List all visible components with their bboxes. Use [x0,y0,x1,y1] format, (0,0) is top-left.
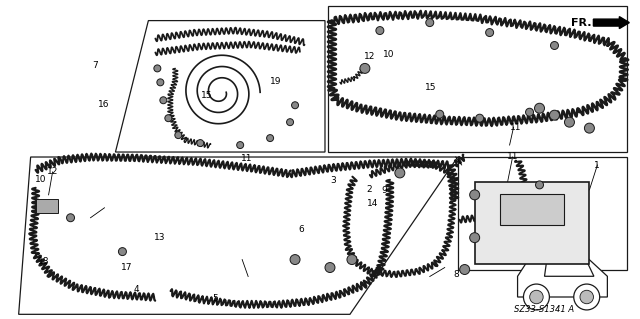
Text: 14: 14 [367,199,378,208]
Text: SZ33-S1341 A: SZ33-S1341 A [515,305,575,314]
Text: 11: 11 [509,122,521,132]
Circle shape [325,263,335,272]
Text: 9: 9 [381,186,387,195]
Text: 11: 11 [507,152,518,161]
Circle shape [118,248,127,256]
Circle shape [165,115,172,122]
Circle shape [267,135,274,142]
Text: 6: 6 [298,225,304,234]
Text: 15: 15 [426,83,437,92]
Text: 1: 1 [595,161,600,170]
Circle shape [550,110,559,120]
Circle shape [154,65,161,72]
Polygon shape [545,244,594,276]
Circle shape [160,97,167,104]
Bar [500,194,564,225]
Circle shape [534,103,545,113]
Circle shape [347,255,357,264]
Circle shape [564,117,575,127]
Circle shape [287,119,294,126]
Circle shape [524,284,549,310]
Circle shape [530,290,543,304]
Text: 12: 12 [364,52,375,61]
Circle shape [436,110,444,118]
Text: 13: 13 [154,233,166,242]
Circle shape [395,168,405,178]
Polygon shape [518,256,607,297]
Text: 8: 8 [454,270,460,279]
Circle shape [175,132,182,138]
Text: FR.: FR. [571,18,591,28]
Text: 10: 10 [35,175,46,184]
Bar [36,199,58,213]
Text: 5: 5 [212,294,218,303]
Circle shape [360,63,370,73]
Circle shape [237,142,244,149]
Text: 7: 7 [92,61,98,70]
Circle shape [292,102,298,109]
Circle shape [376,26,384,34]
FancyArrow shape [593,17,629,29]
Circle shape [426,19,434,26]
Text: 11: 11 [241,154,253,163]
Text: 4: 4 [134,285,140,294]
Circle shape [525,108,534,116]
Circle shape [476,114,484,122]
Circle shape [550,41,559,49]
Circle shape [460,264,470,274]
Text: 15: 15 [200,91,212,100]
Circle shape [196,140,204,146]
Text: 16: 16 [99,100,110,109]
Circle shape [573,284,600,310]
Text: 10: 10 [383,50,395,59]
Circle shape [486,29,493,37]
Bar [475,182,589,263]
Circle shape [157,79,164,86]
Text: 2: 2 [366,185,372,194]
Text: 12: 12 [47,167,59,176]
Circle shape [290,255,300,264]
Text: 17: 17 [122,263,133,272]
Circle shape [470,233,479,243]
Text: 19: 19 [269,77,281,85]
Circle shape [584,123,595,133]
Circle shape [580,290,593,304]
Text: 3: 3 [330,176,335,185]
Text: 18: 18 [38,257,50,266]
Circle shape [536,181,543,189]
Circle shape [67,214,74,222]
Circle shape [470,190,479,200]
